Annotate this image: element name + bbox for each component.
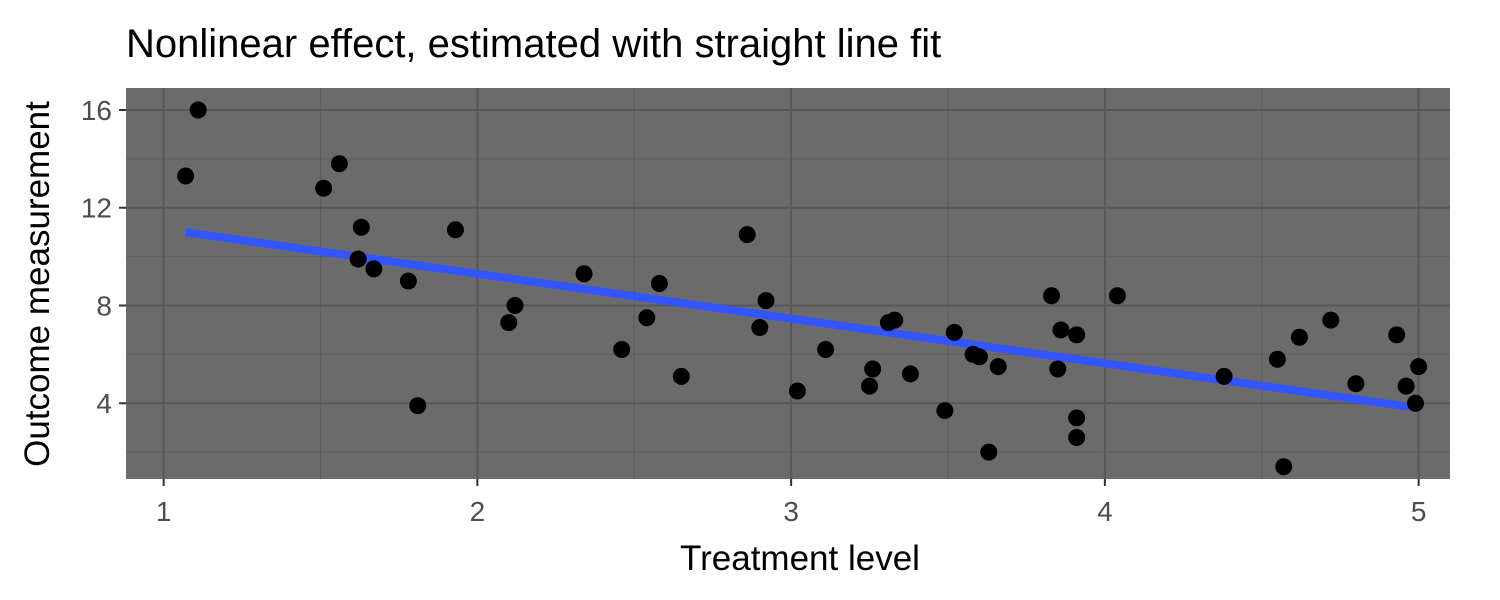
data-point (788, 382, 806, 400)
data-point (1410, 358, 1428, 376)
data-point (1406, 394, 1424, 412)
data-point (1068, 428, 1086, 446)
data-point (352, 218, 370, 236)
x-tick-label: 1 (156, 496, 172, 527)
data-point (1215, 367, 1233, 385)
data-point (738, 226, 756, 244)
data-point (1043, 287, 1061, 305)
data-point (330, 155, 348, 173)
data-point (575, 265, 593, 283)
data-point (817, 340, 835, 358)
data-point (989, 358, 1007, 376)
y-tick-label: 16 (81, 95, 112, 126)
data-point (886, 311, 904, 329)
data-point (1290, 328, 1308, 346)
y-tick-label: 12 (81, 193, 112, 224)
y-axis-title: Outcome measurement (18, 101, 57, 467)
data-point (1068, 326, 1086, 344)
y-axis: 4 8 12 16 (81, 95, 126, 419)
data-point (936, 402, 954, 420)
data-point (638, 309, 656, 327)
x-tick-label: 4 (1097, 496, 1113, 527)
fit-line (185, 228, 1420, 413)
data-point (315, 179, 333, 197)
data-points (177, 101, 1428, 476)
data-point (177, 167, 195, 185)
data-point (970, 348, 988, 366)
data-point (1052, 321, 1070, 339)
x-axis: 1 2 3 4 5 (156, 479, 1427, 527)
data-point (446, 221, 464, 239)
x-tick-label: 3 (783, 496, 799, 527)
data-point (1268, 350, 1286, 368)
data-point (1322, 311, 1340, 329)
data-point (751, 318, 769, 336)
data-point (1275, 458, 1293, 476)
data-point (861, 377, 879, 395)
data-point (1049, 360, 1067, 378)
x-tick-label: 2 (470, 496, 486, 527)
data-point (506, 296, 524, 314)
data-point (672, 367, 690, 385)
data-point (409, 397, 427, 415)
fit-line-layer (185, 228, 1420, 413)
data-point (980, 443, 998, 461)
data-point (901, 365, 919, 383)
data-point (1397, 377, 1415, 395)
data-point (189, 101, 207, 119)
data-point (864, 360, 882, 378)
data-point (349, 250, 367, 268)
data-point (650, 275, 668, 292)
data-point (399, 272, 417, 290)
x-tick-label: 5 (1411, 496, 1427, 527)
y-tick-label: 4 (96, 388, 112, 419)
data-point (1068, 409, 1086, 427)
chart-title: Nonlinear effect, estimated with straigh… (126, 22, 941, 66)
data-point (613, 340, 631, 358)
data-point (945, 323, 963, 341)
data-point (1388, 326, 1406, 344)
y-tick-label: 8 (96, 290, 112, 321)
data-point (757, 292, 775, 310)
x-axis-title: Treatment level (680, 539, 920, 578)
plot-panel (126, 88, 1450, 479)
data-point (1347, 375, 1365, 393)
data-point (365, 260, 383, 278)
major-gridlines (126, 88, 1450, 479)
data-point (500, 314, 518, 332)
data-point (1108, 287, 1126, 305)
